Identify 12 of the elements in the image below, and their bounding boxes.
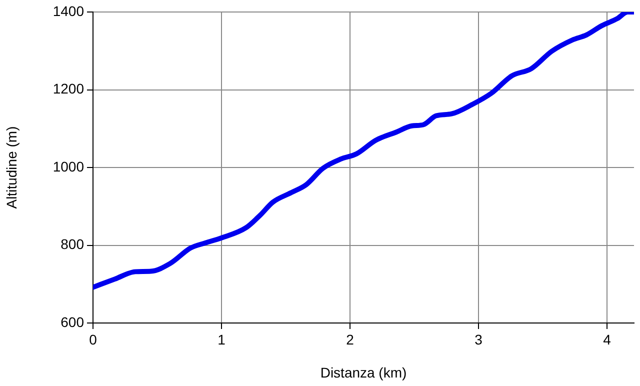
x-axis-title: Distanza (km) — [320, 364, 407, 380]
y-tick-label: 800 — [60, 236, 84, 252]
y-tick-label: 600 — [60, 314, 84, 330]
x-tick-label: 2 — [346, 331, 354, 348]
x-tick-label: 4 — [603, 331, 612, 348]
y-tick-label: 1400 — [52, 2, 84, 19]
y-tick-label: 1000 — [52, 158, 84, 174]
x-tick-label: 3 — [474, 331, 483, 348]
y-tick-label: 1200 — [52, 80, 84, 97]
y-axis-title: Altitudine (m) — [3, 126, 20, 209]
x-tick-label: 1 — [218, 331, 226, 348]
x-tick-label: 0 — [89, 331, 98, 348]
